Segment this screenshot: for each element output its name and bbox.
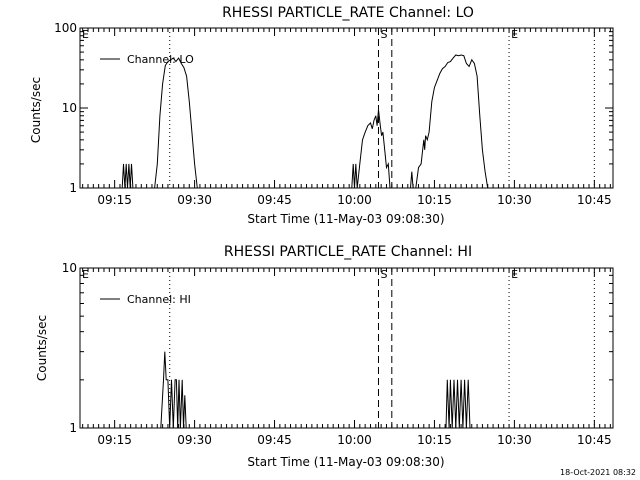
x-tick-label: 09:30 bbox=[177, 433, 212, 447]
y-tick-label: 10 bbox=[62, 261, 77, 275]
y-tick-label: 1 bbox=[69, 421, 77, 435]
y-tick-label: 1 bbox=[69, 181, 77, 195]
plot-frame bbox=[79, 267, 614, 429]
footer-timestamp: 18-Oct-2021 08:32 bbox=[560, 468, 636, 477]
series-line bbox=[121, 163, 134, 189]
chart-title: RHESSI PARTICLE_RATE Channel: LO bbox=[222, 5, 474, 21]
time-marker-label: S bbox=[380, 268, 387, 281]
x-tick-label: 10:45 bbox=[577, 193, 612, 207]
series-line bbox=[410, 54, 489, 189]
x-tick-label: 10:30 bbox=[497, 433, 532, 447]
panel-lo: RHESSI PARTICLE_RATE Channel: LO Counts/… bbox=[29, 5, 614, 226]
chart-title: RHESSI PARTICLE_RATE Channel: HI bbox=[224, 244, 472, 260]
series-line bbox=[351, 109, 393, 189]
y-tick-label: 100 bbox=[54, 21, 77, 35]
legend-label: Channel: HI bbox=[127, 293, 191, 306]
time-marker-label: E bbox=[82, 268, 89, 281]
x-tick-label: 09:15 bbox=[97, 193, 132, 207]
x-axis-label: Start Time (11-May-03 09:08:30) bbox=[247, 212, 444, 226]
y-tick-label: 10 bbox=[62, 101, 77, 115]
legend-label: Channel: LO bbox=[127, 53, 194, 66]
series-line bbox=[160, 351, 187, 429]
x-tick-label: 10:00 bbox=[337, 193, 372, 207]
x-tick-label: 09:45 bbox=[257, 193, 292, 207]
x-tick-label: 10:00 bbox=[337, 433, 372, 447]
panel-hi: RHESSI PARTICLE_RATE Channel: HI Counts/… bbox=[35, 244, 614, 469]
x-tick-label: 10:45 bbox=[577, 433, 612, 447]
x-tick-label: 09:45 bbox=[257, 433, 292, 447]
time-marker-label: E bbox=[82, 28, 89, 41]
x-tick-label: 09:15 bbox=[97, 433, 132, 447]
series-line bbox=[154, 57, 198, 189]
y-axis-label: Counts/sec bbox=[35, 315, 49, 381]
x-tick-label: 10:15 bbox=[417, 193, 452, 207]
x-tick-label: 10:15 bbox=[417, 433, 452, 447]
series-line bbox=[445, 379, 471, 429]
x-tick-label: 09:30 bbox=[177, 193, 212, 207]
time-marker-label: E bbox=[511, 28, 518, 41]
x-tick-label: 10:30 bbox=[497, 193, 532, 207]
time-marker-label: E bbox=[511, 268, 518, 281]
time-marker-label: S bbox=[380, 28, 387, 41]
y-axis-label: Counts/sec bbox=[29, 77, 43, 143]
x-axis-label: Start Time (11-May-03 09:08:30) bbox=[247, 455, 444, 469]
